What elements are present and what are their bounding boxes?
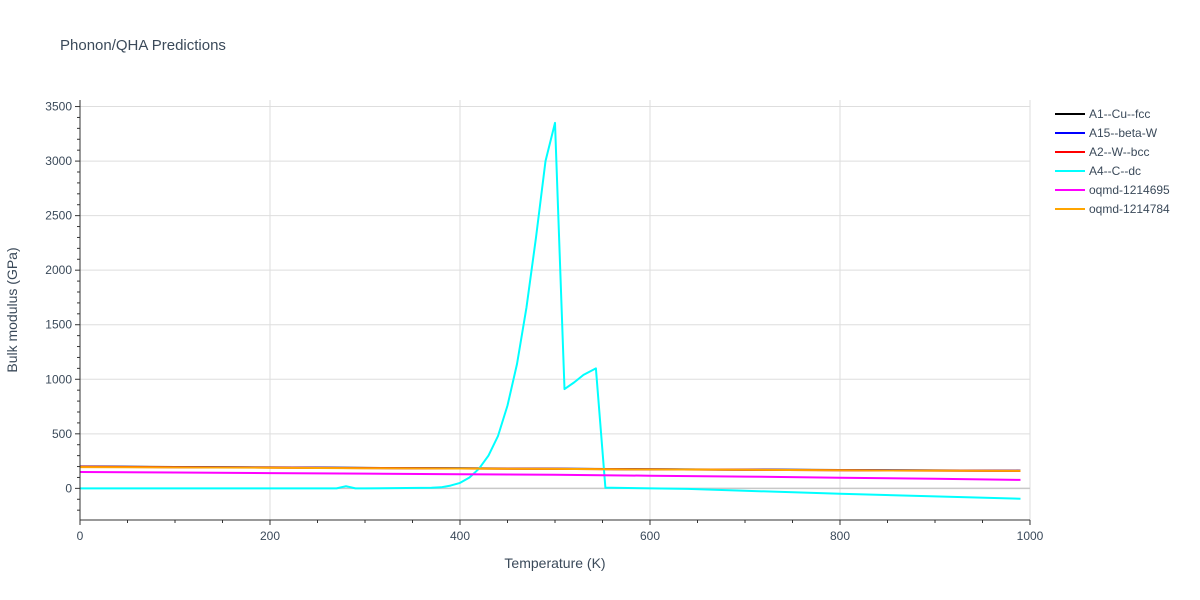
series-line-oqmd-1214784 xyxy=(79,466,1021,472)
x-tick-label: 800 xyxy=(830,529,850,543)
series-line-oqmd-1214695 xyxy=(79,471,1021,481)
y-tick-label: 1500 xyxy=(45,318,72,332)
y-tick-label: 1000 xyxy=(45,372,72,386)
legend-label: A1--Cu--fcc xyxy=(1089,107,1150,121)
y-tick-label: 3500 xyxy=(45,100,72,114)
y-tick-label: 2000 xyxy=(45,263,72,277)
x-tick-label: 200 xyxy=(260,529,280,543)
y-tick-label: 500 xyxy=(52,427,72,441)
tick-labels: 0 200 400 600 800 1000 0 500 1000 1500 2000 2500 300… xyxy=(45,100,1043,543)
legend-label: A4--C--dc xyxy=(1089,164,1141,178)
legend-label: oqmd-1214695 xyxy=(1089,183,1170,197)
y-tick-label: 3000 xyxy=(45,154,72,168)
legend-label: A15--beta-W xyxy=(1089,126,1158,140)
x-tick-label: 0 xyxy=(77,529,84,543)
series-line-A4--C--dc xyxy=(80,121,1021,500)
legend-label: A2--W--bcc xyxy=(1089,145,1149,159)
legend: A1--Cu--fcc A15--beta-W A2--W--bcc A4--C--d… xyxy=(1055,107,1170,216)
x-tick-label: 1000 xyxy=(1017,529,1044,543)
y-tick-label: 2500 xyxy=(45,209,72,223)
x-axis-title: Temperature (K) xyxy=(504,555,605,571)
legend-label: oqmd-1214784 xyxy=(1089,202,1170,216)
axes xyxy=(75,100,1031,525)
x-tick-label: 600 xyxy=(640,529,660,543)
y-tick-label: 0 xyxy=(65,481,72,495)
grid xyxy=(80,100,1031,520)
series-lines xyxy=(79,121,1021,500)
x-tick-label: 400 xyxy=(450,529,470,543)
chart-title: Phonon/QHA Predictions xyxy=(60,37,226,54)
y-axis-title: Bulk modulus (GPa) xyxy=(4,247,20,372)
